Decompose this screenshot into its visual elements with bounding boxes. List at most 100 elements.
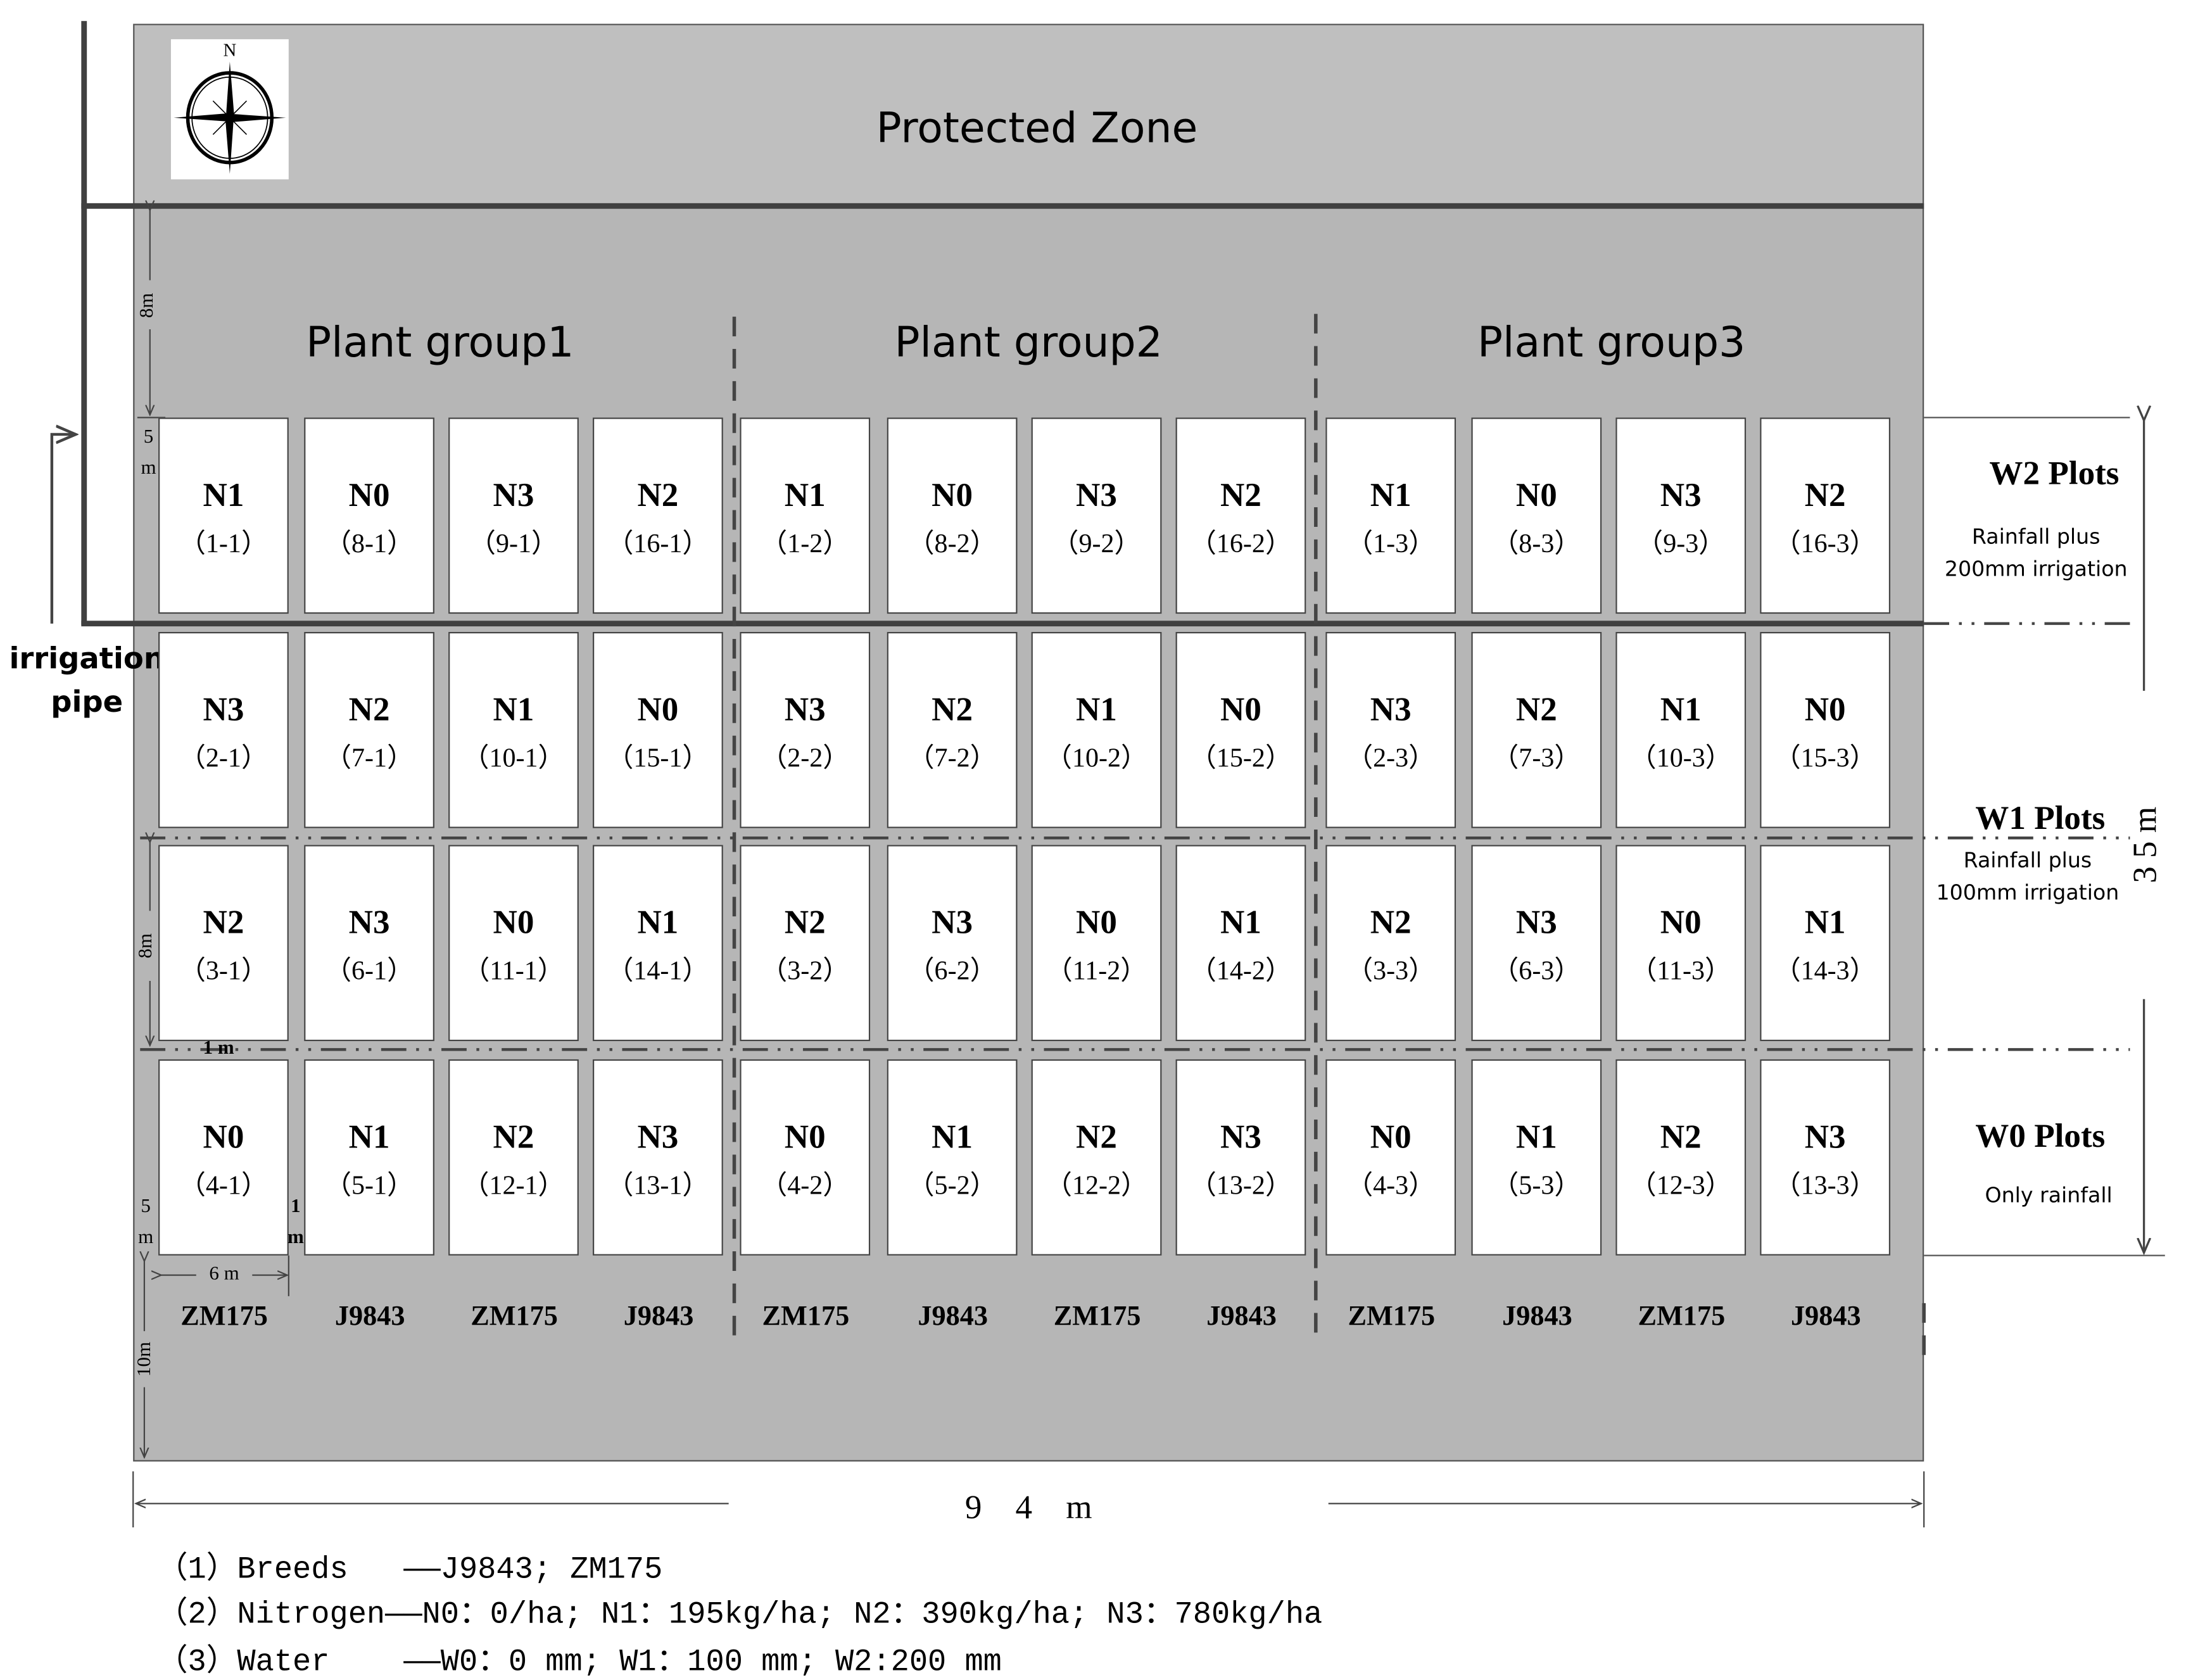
plot: N1 （1-1） [158, 417, 289, 614]
plot-id-label: （8-3） [1492, 529, 1581, 559]
w2-plots-title: W2 Plots [1989, 456, 2120, 493]
plot: N3 （6-2） [887, 845, 1018, 1042]
plot: N2 （7-1） [304, 631, 434, 828]
plot-nitrogen-label: N0 [1076, 905, 1117, 942]
plot-nitrogen-label: N3 [1804, 1120, 1846, 1156]
plot: N0 （15-2） [1175, 631, 1306, 828]
plot-nitrogen-label: N1 [493, 692, 534, 729]
protected-zone-area [134, 25, 1923, 206]
plot-nitrogen-label: N2 [1370, 905, 1412, 942]
plot: N0 （11-1） [448, 845, 579, 1042]
compass-north-label: N [224, 41, 237, 61]
plot-nitrogen-label: N1 [1220, 905, 1261, 942]
plot-id-label: （9-1） [469, 529, 559, 559]
plot-nitrogen-label: N3 [203, 692, 244, 729]
plot-id-label: （13-3） [1774, 1171, 1876, 1201]
plot-id-label: （4-2） [761, 1171, 850, 1201]
plot-id-label: （6-1） [324, 957, 414, 987]
plot-id-label: （9-3） [1636, 529, 1726, 559]
plot: N1 （5-1） [304, 1059, 434, 1256]
plot: N2 （16-1） [593, 417, 723, 614]
irrigation-pipe-label-2: pipe [51, 685, 123, 719]
row-gap-dimension: 1 m [203, 1038, 234, 1059]
plot: N1 （10-1） [448, 631, 579, 828]
plot-nitrogen-label: N2 [1660, 1120, 1702, 1156]
plot-id-label: （8-1） [324, 529, 414, 559]
plot-id-label: （10-2） [1045, 743, 1148, 774]
plot: N0 （4-3） [1325, 1059, 1456, 1256]
plot: N2 （7-2） [887, 631, 1018, 828]
legend-nitrogen: （2）Nitrogen——N0：0/ha; N1：195kg/ha; N2：39… [156, 1597, 1323, 1633]
plot-id-label: （16-2） [1189, 529, 1292, 559]
plot-nitrogen-label: N2 [637, 477, 679, 515]
plot-nitrogen-label: N0 [637, 692, 679, 729]
plot-nitrogen-label: N3 [1515, 905, 1557, 942]
irrigation-pipe-mid [81, 621, 1924, 627]
plot-id-label: （12-2） [1045, 1171, 1148, 1201]
plot: N0 （8-1） [304, 417, 434, 614]
plot-id-label: （5-2） [907, 1171, 997, 1201]
plot: N3 （13-3） [1760, 1059, 1891, 1256]
w0-plots-title: W0 Plots [1975, 1118, 2106, 1156]
plot-nitrogen-label: N0 [493, 905, 534, 942]
plot: N1 （5-3） [1471, 1059, 1602, 1256]
total-width-label: 9 4 m [964, 1490, 1092, 1527]
plot-nitrogen-label: N1 [203, 477, 244, 515]
plot: N2 （3-3） [1325, 845, 1456, 1042]
plot-nitrogen-label: N3 [932, 905, 973, 942]
plot-nitrogen-label: N1 [932, 1120, 973, 1156]
plot-nitrogen-label: N3 [637, 1120, 679, 1156]
plot-id-label: （14-2） [1189, 957, 1292, 987]
plot: N2 （16-3） [1760, 417, 1891, 614]
plot-id-label: （12-3） [1629, 1171, 1732, 1201]
plot-nitrogen-label: N3 [784, 692, 826, 729]
plot-nitrogen-label: N1 [1370, 477, 1412, 515]
col-gap-dimension: 1 m [287, 1196, 304, 1249]
plot: N1 （1-2） [740, 417, 871, 614]
plot: N0 （8-3） [1471, 417, 1602, 614]
plot: N1 （5-2） [887, 1059, 1018, 1256]
plot-id-label: （5-1） [324, 1171, 414, 1201]
plot: N2 （3-1） [158, 845, 289, 1042]
plot: N2 （12-1） [448, 1059, 579, 1256]
plot-nitrogen-label: N3 [1660, 477, 1702, 515]
legend-breeds: （1）Breeds ——J9843; ZM175 [156, 1552, 663, 1588]
plot-id-label: （16-1） [607, 529, 709, 559]
plot: N3 （9-1） [448, 417, 579, 614]
irrigation-pipe-vertical [81, 21, 87, 625]
plot: N0 （11-3） [1615, 845, 1747, 1042]
breed-label: J9843 [918, 1301, 989, 1332]
plot-nitrogen-label: N2 [1220, 477, 1261, 515]
mid-gap-dimension: 8m [136, 933, 157, 959]
plot: N2 （12-2） [1031, 1059, 1162, 1256]
plot-id-label: （2-1） [179, 743, 268, 774]
plot-id-label: （3-3） [1346, 957, 1436, 987]
plot-id-label: （13-2） [1189, 1171, 1292, 1201]
plot: N1 （14-3） [1760, 845, 1891, 1042]
plot-id-label: （13-1） [607, 1171, 709, 1201]
plant-group-1-label: Plant group1 [306, 319, 574, 368]
breed-label: J9843 [1502, 1301, 1572, 1332]
plot-id-label: （4-1） [179, 1171, 268, 1201]
plot-nitrogen-label: N0 [1804, 692, 1846, 729]
plot-nitrogen-label: N0 [348, 477, 390, 515]
breed-label: ZM175 [762, 1301, 850, 1332]
plot: N2 （7-3） [1471, 631, 1602, 828]
protected-zone-label: Protected Zone [876, 104, 1198, 154]
plot-height-dimension-1: 5 m [141, 427, 156, 479]
compass-icon: N [170, 39, 289, 180]
plot: N1 （10-3） [1615, 631, 1747, 828]
plot: N0 （11-2） [1031, 845, 1162, 1042]
plot: N3 （2-3） [1325, 631, 1456, 828]
plot: N0 （4-2） [740, 1059, 871, 1256]
plot-id-label: （7-1） [324, 743, 414, 774]
plot-nitrogen-label: N1 [1804, 905, 1846, 942]
breed-label: ZM175 [1638, 1301, 1726, 1332]
plot-id-label: （2-2） [761, 743, 850, 774]
plot-id-label: （6-3） [1492, 957, 1581, 987]
plot-id-label: （14-3） [1774, 957, 1876, 987]
plant-group-3-label: Plant group3 [1477, 319, 1746, 368]
plot-nitrogen-label: N2 [1076, 1120, 1117, 1156]
